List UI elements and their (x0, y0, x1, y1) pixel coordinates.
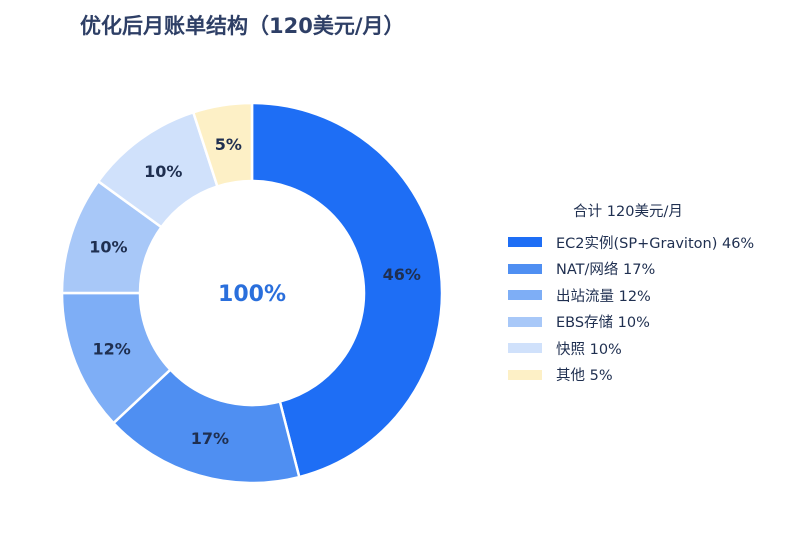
slice-value-label: 46% (383, 265, 421, 284)
slices-group (60, 101, 444, 485)
donut-slice (250, 101, 444, 479)
legend-swatch (508, 343, 542, 354)
legend: 合计 120美元/月 EC2实例(SP+Graviton) 46% NAT/网络 … (508, 200, 754, 388)
slice-value-label: 10% (89, 237, 127, 256)
chart-title: 优化后月账单结构（120美元/月） (80, 14, 405, 38)
legend-title: 合计 120美元/月 (573, 204, 683, 220)
legend-swatch (508, 369, 542, 380)
legend-item: 其他 5% (508, 362, 754, 389)
legend-item-label: NAT/网络 17% (556, 262, 656, 279)
legend-item: EBS存储 10% (508, 309, 754, 336)
legend-items: EC2实例(SP+Graviton) 46% NAT/网络 17% 出站流量 12%… (508, 229, 754, 388)
slice-value-label: 12% (92, 340, 130, 359)
legend-swatch (508, 263, 542, 274)
slice-labels-group: 46% 17% 12% 10% 10% 5% (89, 135, 421, 448)
legend-item-label: 快照 10% (556, 341, 622, 358)
legend-swatch (508, 290, 542, 301)
center-label: 100% (218, 282, 286, 307)
slice-value-label: 5% (215, 135, 242, 154)
legend-swatch (508, 237, 542, 248)
slice-value-label: 10% (144, 162, 182, 181)
legend-item: 出站流量 12% (508, 282, 754, 309)
legend-item-label: EBS存储 10% (556, 315, 650, 332)
donut-slice (191, 101, 254, 189)
legend-item: 快照 10% (508, 335, 754, 362)
legend-item-label: EC2实例(SP+Graviton) 46% (556, 235, 755, 252)
legend-item-label: 其他 5% (556, 368, 613, 385)
legend-swatch (508, 316, 542, 327)
legend-item-label: 出站流量 12% (556, 288, 651, 305)
legend-item: EC2实例(SP+Graviton) 46% (508, 229, 754, 256)
legend-item: NAT/网络 17% (508, 256, 754, 283)
slice-value-label: 17% (191, 429, 229, 448)
